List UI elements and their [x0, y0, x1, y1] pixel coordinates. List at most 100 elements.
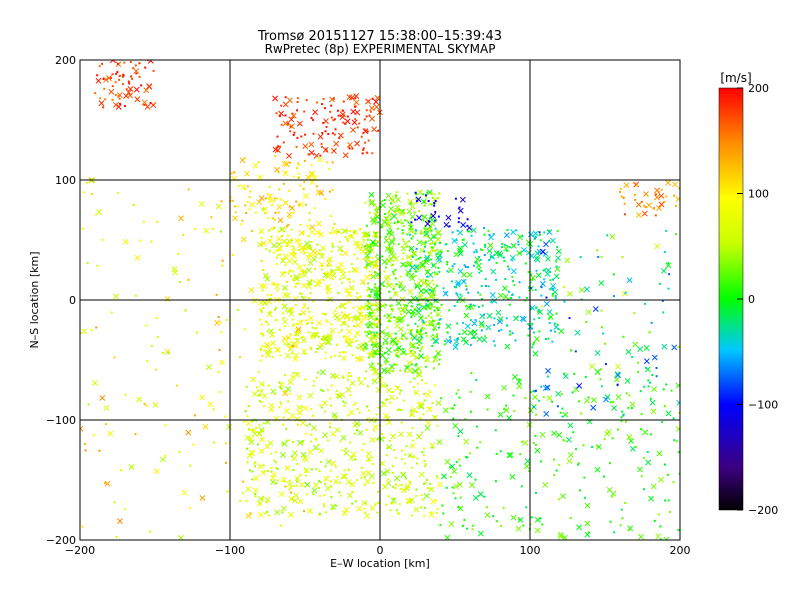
data-point-dot: [348, 235, 351, 238]
data-point-dot: [479, 293, 482, 296]
data-point-x: [671, 344, 678, 351]
data-point-dot: [402, 225, 405, 228]
data-point-x: [407, 288, 414, 295]
data-point-dot: [540, 294, 543, 297]
data-point-dot: [331, 189, 334, 192]
data-point-dot: [307, 331, 310, 334]
data-point-x: [425, 420, 432, 427]
data-point-dot: [562, 285, 565, 288]
data-point-dot: [548, 239, 551, 242]
data-point-dot: [224, 442, 227, 445]
data-point-x: [339, 111, 346, 118]
data-point-dot: [275, 249, 278, 252]
data-point-dot: [146, 360, 149, 363]
data-point-x: [316, 278, 323, 285]
data-point-dot: [272, 281, 275, 284]
data-point-dot: [534, 236, 537, 239]
data-point-x: [598, 280, 605, 287]
data-point-x: [591, 397, 598, 404]
data-point-dot: [424, 194, 427, 197]
data-point-x: [288, 495, 295, 502]
data-point-dot: [350, 263, 353, 266]
data-point-x: [372, 231, 379, 238]
data-point-dot: [161, 352, 164, 355]
data-point-dot: [284, 114, 287, 117]
data-point-dot: [501, 243, 504, 246]
data-point-dot: [341, 311, 344, 314]
data-point-dot: [229, 196, 232, 199]
data-point-dot: [374, 503, 377, 506]
data-point-dot: [364, 141, 367, 144]
data-point-x: [418, 353, 425, 360]
data-point-dot: [353, 253, 356, 256]
data-point-x: [651, 386, 658, 393]
data-point-dot: [408, 454, 411, 457]
data-point-dot: [432, 367, 435, 370]
data-point-dot: [389, 342, 392, 345]
data-point-dot: [364, 304, 367, 307]
data-point-x: [461, 271, 468, 278]
data-point-dot: [427, 200, 430, 203]
data-point-x: [602, 396, 609, 403]
data-point-x: [479, 322, 485, 329]
data-point-dot: [367, 409, 370, 412]
data-point-dot: [367, 243, 370, 246]
data-point-dot: [438, 358, 441, 361]
data-point-dot: [374, 352, 377, 355]
data-point-dot: [425, 478, 428, 481]
data-point-dot: [472, 242, 475, 245]
data-point-dot: [307, 235, 310, 238]
data-point-x: [383, 413, 390, 419]
data-point-dot: [435, 511, 438, 514]
data-point-dot: [291, 318, 294, 321]
data-point-dot: [477, 268, 480, 271]
data-point-dot: [424, 359, 427, 362]
data-point-dot: [411, 427, 414, 430]
data-point-dot: [620, 416, 623, 419]
data-point-dot: [616, 428, 619, 431]
data-point-x: [150, 102, 157, 109]
data-point-dot: [335, 504, 338, 507]
data-point-dot: [438, 242, 441, 245]
data-point-x: [485, 324, 492, 331]
data-point-dot: [435, 341, 438, 344]
data-point-dot: [600, 326, 603, 329]
data-point-dot: [416, 325, 419, 328]
data-point-dot: [365, 428, 368, 431]
data-point-dot: [83, 191, 86, 194]
data-point-dot: [661, 300, 664, 303]
data-point-dot: [521, 235, 524, 238]
data-point-dot: [474, 478, 477, 481]
data-point-x: [354, 140, 361, 147]
data-point-x: [562, 373, 569, 380]
data-point-x: [463, 339, 469, 346]
data-point-dot: [304, 468, 307, 471]
data-point-dot: [371, 152, 374, 155]
data-point-x: [424, 493, 430, 499]
data-point-dot: [275, 467, 278, 470]
data-point-x: [510, 242, 517, 249]
data-point-dot: [453, 404, 456, 407]
data-point-x: [510, 514, 517, 521]
data-point-dot: [310, 407, 313, 410]
data-point-dot: [430, 305, 433, 308]
data-point-dot: [281, 442, 284, 445]
data-point-dot: [431, 334, 434, 337]
data-point-dot: [421, 319, 424, 322]
data-point-x: [199, 494, 206, 501]
data-point-dot: [274, 155, 277, 158]
data-point-x: [351, 316, 358, 323]
data-point-dot: [314, 327, 317, 330]
data-point-x: [370, 273, 377, 280]
data-point-x: [643, 345, 650, 351]
colorbar-tick-label: −200: [748, 504, 778, 517]
data-point-dot: [342, 322, 345, 325]
data-point-dot: [422, 219, 425, 222]
data-point-dot: [456, 293, 459, 296]
data-point-dot: [260, 236, 263, 239]
data-point-dot: [237, 205, 240, 208]
x-axis-label: E–W location [km]: [330, 557, 430, 570]
data-point-dot: [164, 454, 167, 457]
data-point-dot: [390, 264, 393, 267]
data-point-dot: [285, 309, 288, 312]
